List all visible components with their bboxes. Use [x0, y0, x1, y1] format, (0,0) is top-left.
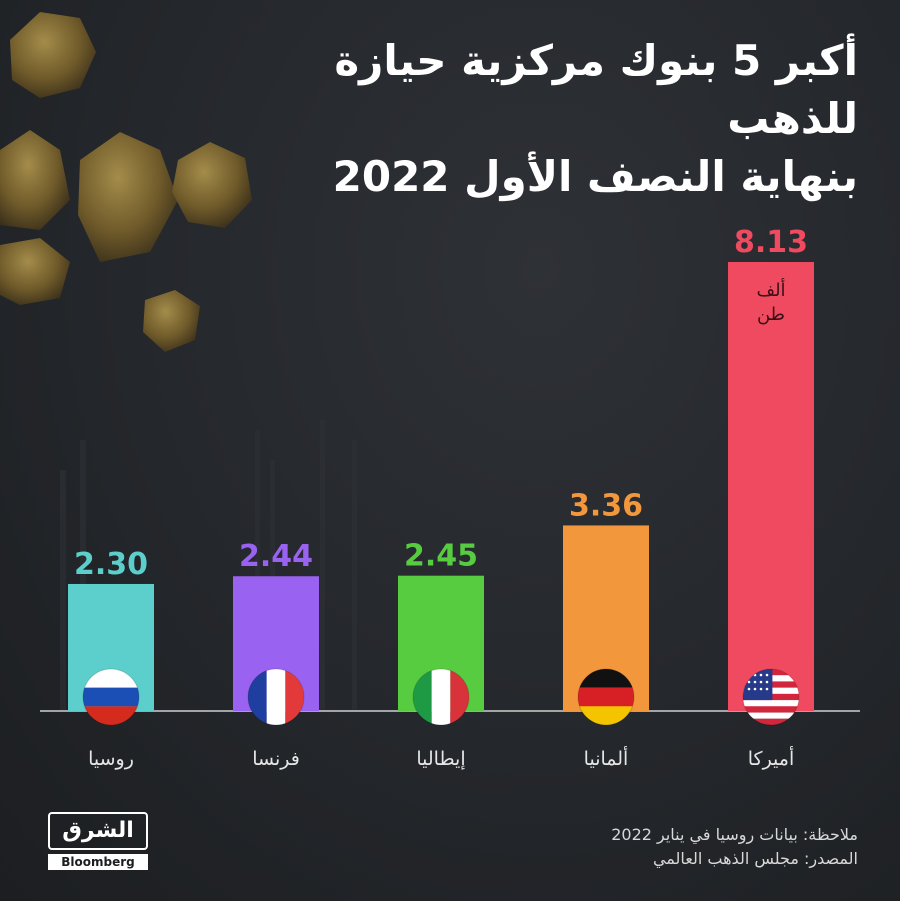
category-label-0: روسيا: [88, 748, 134, 770]
unit-label-line-1: ألف: [756, 278, 785, 301]
value-label-2: 2.45: [404, 539, 478, 574]
category-label-2: إيطاليا: [416, 748, 466, 770]
category-label-1: فرنسا: [252, 748, 300, 770]
source-text: المصدر: مجلس الذهب العالمي: [652, 849, 858, 868]
value-label-4: 8.13: [734, 225, 808, 260]
france-flag-icon: [247, 668, 305, 726]
asharq-bloomberg-logo: الشرق Bloomberg: [26, 810, 150, 872]
note-text: ملاحظة: بيانات روسيا في يناير 2022: [611, 825, 858, 844]
title-line-2: بنهاية النصف الأول 2022: [332, 152, 858, 201]
page-title: أكبر 5 بنوك مركزية حيازة للذهب بنهاية ال…: [238, 32, 858, 206]
italy-flag-icon: [412, 668, 470, 726]
bar-4: [728, 262, 814, 711]
value-label-0: 2.30: [74, 547, 148, 582]
category-label-4: أميركا: [747, 748, 795, 770]
category-label-3: ألمانيا: [583, 748, 629, 770]
russia-flag-icon: [82, 668, 140, 726]
usa-flag-icon: [742, 668, 800, 726]
footnotes: ملاحظة: بيانات روسيا في يناير 2022 المصد…: [611, 823, 858, 871]
logo-sub: Bloomberg: [48, 854, 148, 870]
logo-name: الشرق: [48, 812, 148, 850]
germany-flag-icon: [577, 668, 635, 726]
value-label-1: 2.44: [239, 539, 313, 574]
unit-label-line-2: طن: [757, 304, 785, 325]
title-line-1: أكبر 5 بنوك مركزية حيازة للذهب: [334, 36, 858, 143]
value-label-3: 3.36: [569, 488, 643, 523]
